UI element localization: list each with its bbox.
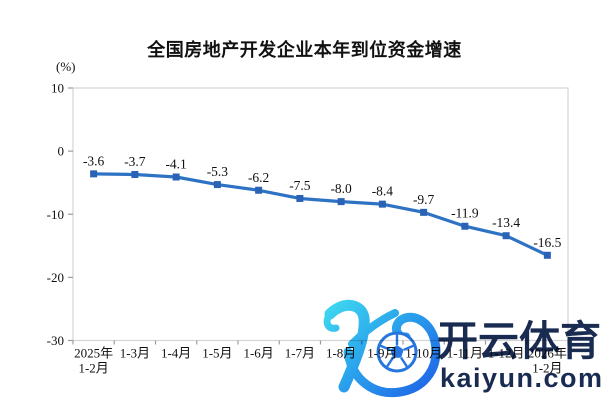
x-tick-label: 1-4月 (161, 346, 191, 361)
data-point-label: -6.2 (248, 170, 269, 185)
kaiyun-k-soccer-ball-logo: 开云体育 kaiyun.com (323, 299, 604, 398)
x-tick-label: 1-12月 (488, 346, 525, 361)
data-point-label: -9.7 (413, 192, 435, 207)
y-tick-label: -10 (47, 207, 64, 222)
x-tick-label: 2025年 1-2月 (74, 346, 113, 376)
x-tick-label: 1-11月 (447, 346, 483, 361)
data-point-marker (502, 232, 510, 240)
data-point-marker (90, 170, 98, 178)
y-tick-label: 0 (58, 144, 65, 159)
data-point-label: -13.4 (492, 215, 520, 230)
k-logo-top-curl (323, 310, 340, 332)
x-tick-label: 1-3月 (120, 346, 150, 361)
data-point-marker (131, 170, 139, 178)
y-tick-label: -20 (47, 270, 64, 285)
data-point-label: -4.1 (165, 157, 186, 172)
data-point-label: -5.3 (207, 164, 229, 179)
data-point-marker (255, 186, 263, 194)
data-point-label: -16.5 (533, 235, 561, 250)
k-logo-arm-stroke (348, 309, 399, 348)
data-point-marker (543, 251, 551, 259)
data-point-marker (337, 198, 345, 206)
x-tick-label: 1-5月 (202, 346, 232, 361)
data-point-marker (296, 194, 304, 202)
data-point-marker (213, 181, 221, 189)
watermark-brand-domain: kaiyun.com (440, 363, 604, 393)
data-point-label: -8.4 (372, 184, 394, 199)
data-point-marker (420, 208, 428, 216)
k-logo-swirl-stroke (343, 312, 441, 398)
watermark-brand-cn: 开云体育 (437, 318, 601, 364)
data-point-label: -11.9 (451, 206, 479, 221)
data-point-label: -3.6 (83, 153, 105, 168)
x-tick-label: 2026年 1-2月 (528, 346, 567, 376)
data-point-label: -7.5 (289, 178, 311, 193)
y-tick-label: 10 (51, 81, 64, 96)
x-tick-label: 1-6月 (243, 346, 273, 361)
y-axis-unit-label: (%) (56, 59, 76, 74)
soccer-ball-icon (376, 331, 418, 373)
data-series-line (92, 172, 549, 257)
y-tick-label: -30 (47, 333, 64, 348)
data-point-label: -3.7 (124, 154, 146, 169)
chart-title: 全国房地产开发企业本年到位资金增速 (147, 40, 462, 60)
x-tick-label: 1-7月 (285, 346, 315, 361)
data-point-marker (172, 173, 180, 181)
data-point-marker (461, 222, 469, 230)
data-point-label: -8.0 (330, 181, 352, 196)
data-point-marker (378, 200, 386, 208)
